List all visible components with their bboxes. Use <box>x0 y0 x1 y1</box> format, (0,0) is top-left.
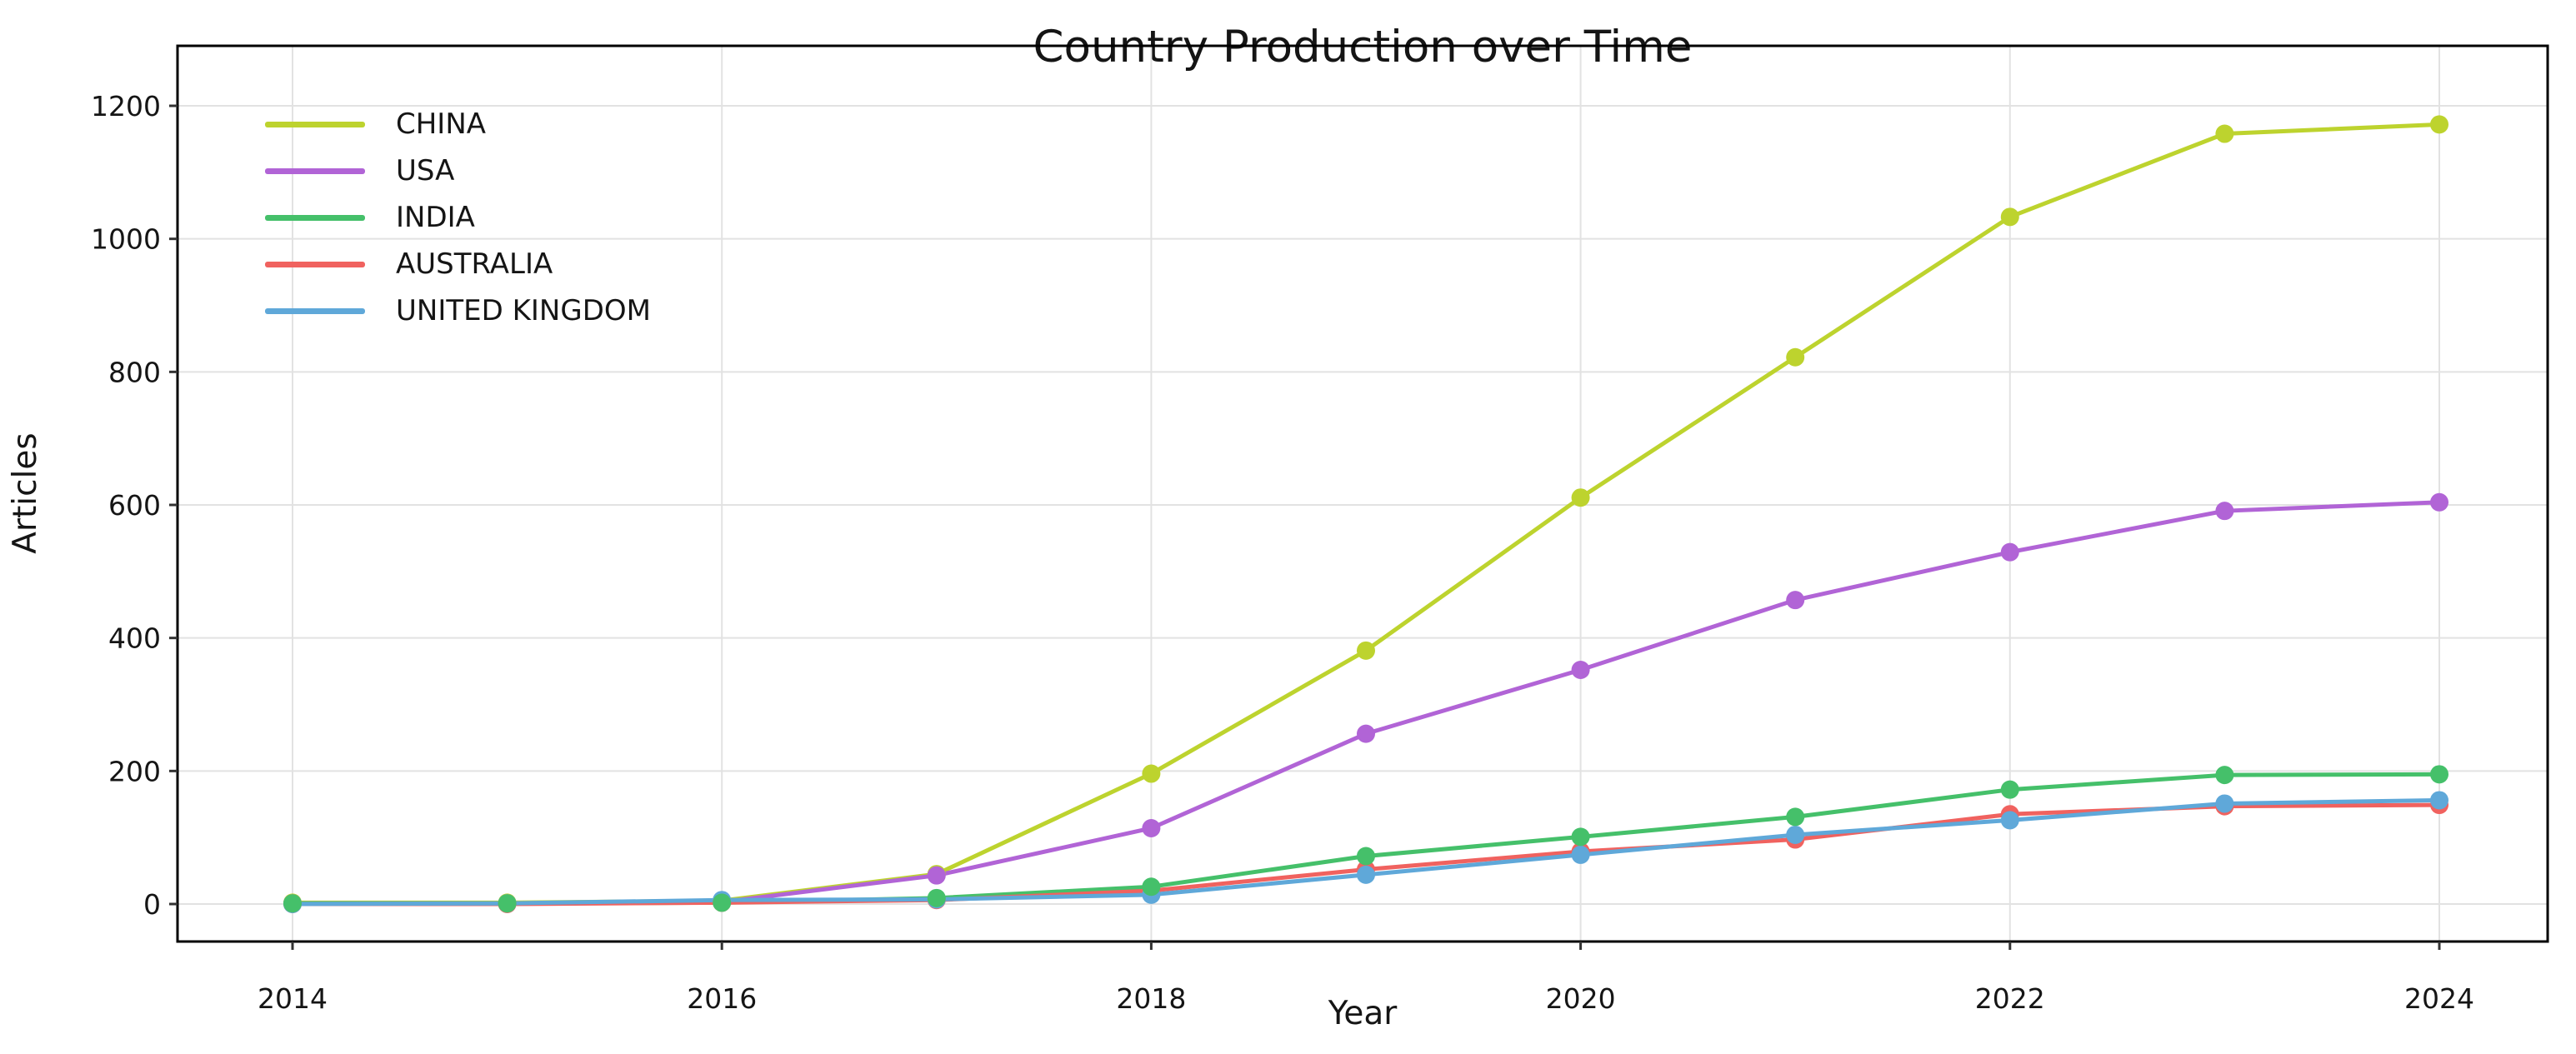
data-point <box>1571 488 1590 507</box>
data-point <box>498 894 517 913</box>
x-tick-label: 2024 <box>2404 982 2474 1015</box>
legend-label: UNITED KINGDOM <box>396 294 651 327</box>
data-point <box>1357 865 1375 884</box>
data-point <box>927 888 946 907</box>
legend-swatch <box>265 167 365 174</box>
series-line-usa <box>290 500 2442 906</box>
data-point <box>2430 765 2448 784</box>
data-point <box>2000 780 2019 799</box>
legend-swatch <box>265 121 365 127</box>
data-point <box>1142 877 1161 897</box>
data-point <box>2430 492 2448 512</box>
legend-item-india: INDIA <box>265 194 651 241</box>
data-point <box>1142 818 1161 837</box>
legend-label: USA <box>396 154 455 187</box>
legend-item-usa: USA <box>265 147 651 194</box>
data-point <box>2215 502 2234 521</box>
legend: CHINA USA INDIA AUSTRALIA UNITED KINGDOM <box>265 101 651 334</box>
legend-item-australia: AUSTRALIA <box>265 241 651 287</box>
legend-label: INDIA <box>396 201 475 234</box>
legend-label: AUSTRALIA <box>396 247 553 281</box>
x-tick-label: 2016 <box>687 982 757 1015</box>
x-tick-label: 2014 <box>258 982 328 1015</box>
legend-swatch <box>265 214 365 221</box>
y-tick-label: 400 <box>108 622 161 655</box>
y-tick-label: 200 <box>108 755 161 787</box>
legend-swatch <box>265 261 365 267</box>
data-point <box>1571 827 1590 847</box>
data-point <box>2000 542 2019 562</box>
data-point <box>2215 794 2234 813</box>
data-point <box>1357 847 1375 866</box>
x-axis-label: Year <box>1328 995 1398 1032</box>
x-tick-label: 2022 <box>1975 982 2045 1015</box>
data-point <box>2430 791 2448 810</box>
data-point <box>1786 807 1805 827</box>
data-point <box>1357 641 1375 660</box>
series-markers <box>283 115 2448 913</box>
data-point <box>2000 811 2019 830</box>
data-point <box>1786 825 1805 844</box>
data-point <box>1786 591 1805 610</box>
markers-india <box>283 765 2448 913</box>
gridlines <box>178 46 2548 942</box>
legend-swatch <box>265 307 365 314</box>
data-point <box>1357 724 1375 743</box>
data-point <box>2000 207 2019 227</box>
data-point <box>2430 115 2448 134</box>
data-point <box>927 866 946 885</box>
x-tick-label: 2020 <box>1546 982 1616 1015</box>
legend-item-china: CHINA <box>265 101 651 147</box>
data-point <box>1142 764 1161 783</box>
data-point <box>1571 660 1590 679</box>
data-point <box>2215 766 2234 785</box>
series-line-india <box>290 772 2442 906</box>
legend-label: CHINA <box>396 107 487 141</box>
y-tick-label: 1000 <box>91 223 161 256</box>
data-point <box>283 894 302 913</box>
y-tick-label: 0 <box>143 888 161 921</box>
y-tick-label: 1200 <box>91 90 161 122</box>
legend-item-united-kingdom: UNITED KINGDOM <box>265 287 651 334</box>
y-tick-label: 800 <box>108 356 161 388</box>
x-tick-label: 2018 <box>1116 982 1186 1015</box>
data-point <box>1571 845 1590 864</box>
axis-ticks: 2014 2016 2018 2020 2022 2024 0 200 400 600 800 100… <box>91 90 2474 1015</box>
y-tick-label: 600 <box>108 489 161 522</box>
data-point <box>713 893 732 912</box>
plot-border <box>176 44 2549 943</box>
data-point <box>2215 124 2234 143</box>
data-point <box>1786 347 1805 367</box>
